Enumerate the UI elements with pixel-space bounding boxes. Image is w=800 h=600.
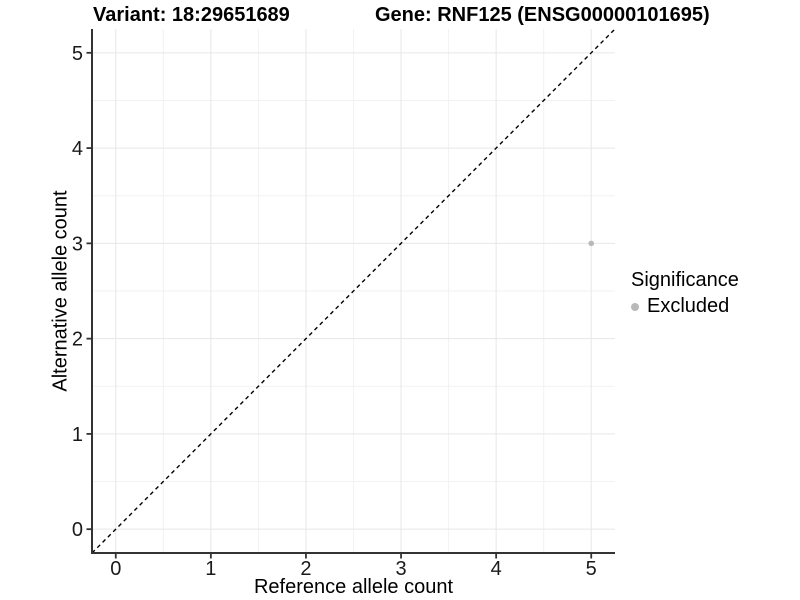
x-tick-label: 5 xyxy=(586,558,597,580)
legend-key-dot-icon xyxy=(631,302,639,311)
data-point-excluded xyxy=(588,240,595,247)
identity-reference-line xyxy=(91,28,616,554)
y-tick-label: 0 xyxy=(72,519,83,541)
x-tick-label: 3 xyxy=(395,558,406,580)
legend-entry-excluded: Excluded xyxy=(631,295,739,318)
x-tick-label: 4 xyxy=(491,558,502,580)
axis-lines xyxy=(91,29,615,554)
y-tick-label: 2 xyxy=(72,329,83,351)
y-tick-label: 3 xyxy=(72,233,83,255)
y-axis-title: Alternative allele count xyxy=(49,190,72,392)
x-tick-label: 0 xyxy=(110,558,121,580)
legend-entry-label: Excluded xyxy=(647,295,730,317)
y-tick-label: 4 xyxy=(72,138,83,160)
plot-title-gene: Gene: RNF125 (ENSG00000101695) xyxy=(375,4,710,26)
legend: Significance Excluded xyxy=(631,269,739,318)
x-tick-label: 1 xyxy=(205,558,216,580)
x-axis-title: Reference allele count xyxy=(253,576,453,598)
legend-title: Significance xyxy=(631,269,739,291)
y-tick-label: 5 xyxy=(72,43,83,65)
x-tick-label: 2 xyxy=(300,558,311,580)
y-tick-label: 1 xyxy=(72,424,83,446)
plot-title-variant: Variant: 18:29651689 xyxy=(93,4,290,26)
